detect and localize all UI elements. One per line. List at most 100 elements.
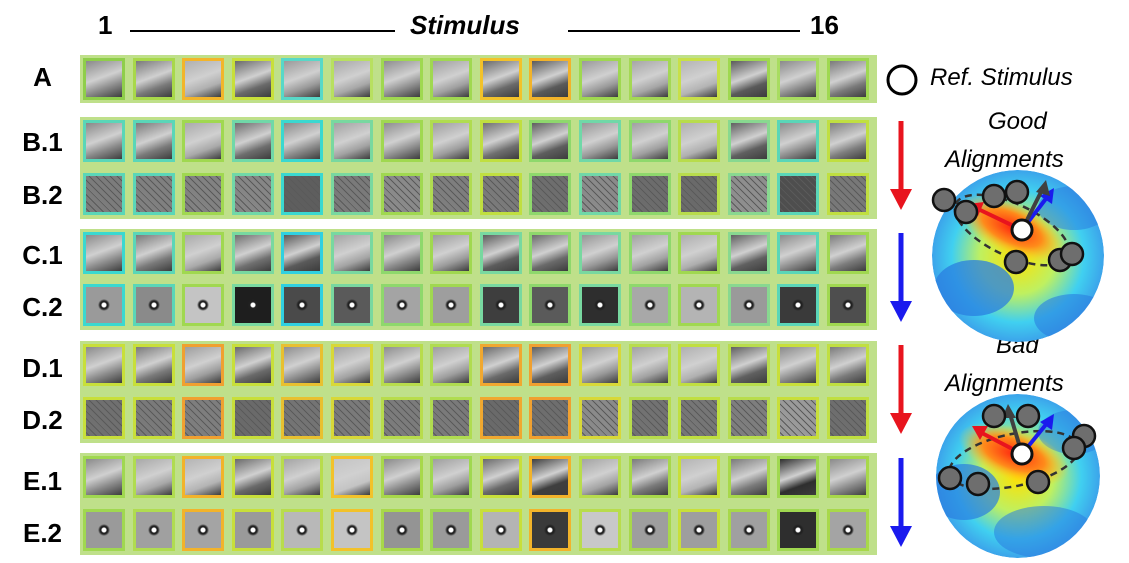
stimulus-cell-e2-3 [182, 509, 225, 551]
stimulus-cell-d2-8 [430, 397, 473, 439]
stimulus-cell-d2-10 [529, 397, 572, 439]
stimulus-cell-e1-3 [182, 456, 225, 498]
stimulus-cell-c1-5 [281, 232, 324, 274]
stimulus-cell-e1-7 [380, 456, 423, 498]
stimulus-cell-b2-6 [331, 173, 373, 215]
stimulus-cell-a-4 [231, 58, 274, 100]
stimulus-cell-c2-7 [380, 284, 423, 326]
stimulus-axis-title: Stimulus [410, 10, 520, 40]
stimulus-cell-b2-7 [380, 173, 423, 215]
stimulus-cell-b1-2 [132, 120, 175, 162]
good-panel-title-2: Alignments [945, 146, 1064, 173]
stimulus-cell-b2-12 [628, 173, 671, 215]
stimulus-cell-b1-3 [182, 120, 225, 162]
stimulus-cell-b1-1 [83, 120, 125, 162]
stimulus-cell-d2-13 [678, 397, 721, 439]
row-label-d1: D.1 [22, 353, 63, 383]
stimulus-cell-e1-8 [430, 456, 473, 498]
stimulus-cell-c2-10 [529, 284, 572, 326]
stimulus-cell-b2-9 [479, 173, 522, 215]
stimulus-cell-d1-3 [182, 344, 225, 386]
stimulus-cell-c1-2 [132, 232, 175, 274]
stimulus-cell-d1-6 [331, 344, 373, 386]
stimulus-cell-e1-11 [579, 456, 621, 498]
stimulus-cell-e1-4 [231, 456, 274, 498]
stimulus-cell-d1-8 [430, 344, 473, 386]
row-label-e1: E.1 [22, 466, 63, 496]
stimulus-cell-c2-3 [182, 284, 225, 326]
stimulus-cell-d2-9 [479, 397, 522, 439]
stimulus-cell-a-8 [430, 58, 473, 100]
stimulus-group-c [80, 229, 877, 330]
stimulus-cell-e2-4 [231, 509, 274, 551]
stimulus-cell-d1-4 [231, 344, 274, 386]
stimulus-cell-b1-9 [479, 120, 522, 162]
stimulus-cell-d1-13 [678, 344, 721, 386]
stimulus-cell-c1-10 [529, 232, 572, 274]
stimulus-cell-c2-11 [579, 284, 621, 326]
stimulus-cell-e1-14 [727, 456, 770, 498]
stimulus-cell-e1-13 [678, 456, 721, 498]
stimulus-cell-d1-7 [380, 344, 423, 386]
stimulus-cell-d2-15 [777, 397, 820, 439]
stimulus-cell-d1-9 [479, 344, 522, 386]
arrow-down-red-icon [890, 121, 912, 210]
stimulus-cell-c1-1 [83, 232, 125, 274]
header-line-left [130, 30, 395, 32]
arrow-down-blue-icon [890, 233, 912, 322]
stimulus-cell-d1-16 [827, 344, 869, 386]
stimulus-cell-c2-12 [628, 284, 671, 326]
stimulus-cell-c2-2 [132, 284, 175, 326]
stimulus-cell-e1-5 [281, 456, 324, 498]
stimulus-cell-e2-9 [479, 509, 522, 551]
stimulus-cell-d1-15 [777, 344, 820, 386]
stimulus-cell-b1-5 [281, 120, 324, 162]
stimulus-cell-e1-2 [132, 456, 175, 498]
stimulus-cell-a-14 [727, 58, 770, 100]
stimulus-cell-d1-12 [628, 344, 671, 386]
stimulus-cell-e1-16 [827, 456, 869, 498]
row-label-d2: D.2 [22, 405, 63, 435]
stimulus-cell-e2-13 [678, 509, 721, 551]
stimulus-cell-c1-9 [479, 232, 522, 274]
stimulus-cell-c2-15 [777, 284, 820, 326]
bad-alignment-sphere [936, 394, 1100, 558]
stimulus-cell-b2-8 [430, 173, 473, 215]
stimulus-cell-b2-13 [678, 173, 721, 215]
stimulus-cell-a-5 [281, 58, 324, 100]
stimulus-cell-c1-3 [182, 232, 225, 274]
stimulus-cell-a-11 [579, 58, 621, 100]
stimulus-cell-d2-5 [281, 397, 324, 439]
stimulus-cell-b1-8 [430, 120, 473, 162]
stimulus-group-a [80, 55, 877, 103]
stimulus-cell-a-1 [83, 58, 125, 100]
stimulus-cell-e2-5 [281, 509, 324, 551]
good-alignment-sphere [931, 170, 1104, 342]
stimulus-cell-e2-11 [579, 509, 621, 551]
stimulus-cell-a-10 [529, 58, 572, 100]
row-label-b2: B.2 [22, 180, 63, 210]
stimulus-cell-b2-3 [182, 173, 225, 215]
stimulus-cell-e1-1 [83, 456, 125, 498]
stimulus-cell-e2-8 [430, 509, 473, 551]
stimulus-cell-b2-14 [727, 173, 770, 215]
stimulus-cell-c2-6 [331, 284, 373, 326]
stimulus-cell-b1-16 [827, 120, 869, 162]
stimulus-cell-c2-5 [281, 284, 324, 326]
stimulus-cell-e2-7 [380, 509, 423, 551]
stimulus-cell-b1-14 [727, 120, 770, 162]
stimulus-cell-c2-14 [727, 284, 770, 326]
stimulus-cell-a-7 [380, 58, 423, 100]
stimulus-cell-b2-10 [529, 173, 572, 215]
stimulus-cell-d2-3 [182, 397, 225, 439]
stimulus-cell-b2-1 [83, 173, 125, 215]
stimulus-cell-d1-2 [132, 344, 175, 386]
stimulus-index-start: 1 [98, 10, 113, 40]
row-label-b1: B.1 [22, 127, 63, 157]
stimulus-cell-d1-11 [579, 344, 621, 386]
stimulus-cell-d1-5 [281, 344, 324, 386]
stimulus-cell-b1-11 [579, 120, 621, 162]
stimulus-cell-c1-16 [827, 232, 869, 274]
stimulus-cell-d2-7 [380, 397, 423, 439]
stimulus-cell-c1-15 [777, 232, 820, 274]
